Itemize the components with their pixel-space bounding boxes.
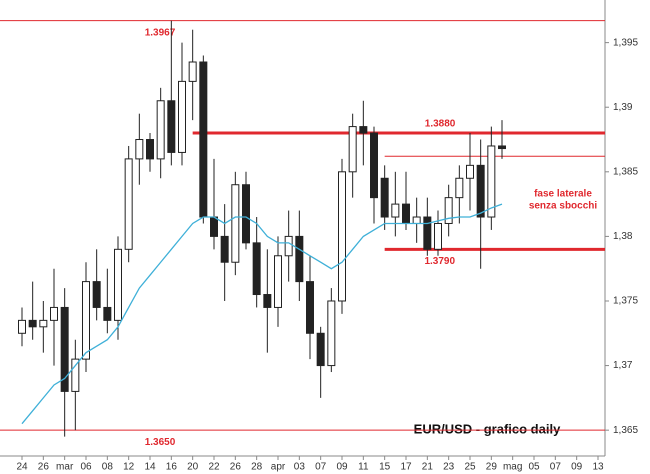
candle-body: [199, 61, 208, 218]
x-tick-label: 09: [336, 462, 348, 473]
y-tick-label: 1,38: [613, 231, 633, 242]
candle-body: [338, 171, 346, 302]
level-label: 1.3650: [145, 437, 176, 448]
candle-body: [359, 126, 368, 134]
candle-body: [92, 281, 101, 308]
y-tick-label: 1,365: [613, 425, 638, 436]
x-tick-label: 28: [251, 462, 263, 473]
candle-body: [498, 145, 506, 150]
candle-body: [28, 319, 37, 328]
candle-body: [402, 203, 410, 224]
x-tick-label: 13: [592, 462, 604, 473]
candle-body: [348, 126, 357, 173]
x-tick-label: 09: [571, 462, 583, 473]
x-tick-label: 20: [187, 462, 199, 473]
x-tick-label: 12: [123, 462, 135, 473]
candle-body: [284, 235, 293, 257]
x-tick-label: 06: [80, 462, 92, 473]
y-tick-label: 1,37: [613, 360, 633, 371]
candle-body: [252, 242, 261, 296]
candle-body: [380, 177, 389, 218]
x-tick-label: 24: [16, 462, 28, 473]
candle-body: [114, 248, 122, 321]
candle-body: [274, 255, 282, 308]
x-tick-label: mar: [56, 462, 74, 473]
annotation: fase laterale: [534, 189, 592, 200]
x-tick-label: 07: [315, 462, 327, 473]
candle-body: [210, 216, 218, 237]
x-tick-label: 22: [208, 462, 220, 473]
candle-body: [18, 319, 26, 334]
candle-body: [39, 319, 48, 328]
candle-body: [188, 61, 197, 82]
x-tick-label: 23: [443, 462, 455, 473]
candle-body: [231, 184, 240, 263]
candle-body: [391, 203, 400, 218]
candle-body: [487, 145, 496, 218]
candle-body: [444, 197, 453, 224]
y-tick-label: 1,395: [613, 37, 638, 48]
candle-body: [60, 306, 69, 392]
candle-body: [476, 164, 485, 218]
candle-body: [306, 281, 314, 334]
x-tick-label: 25: [464, 462, 476, 473]
level-label: 1.3880: [425, 119, 456, 130]
candle-body: [295, 235, 304, 283]
candle-body: [82, 281, 90, 360]
annotation: senza sbocchi: [529, 201, 598, 212]
x-tick-label: 17: [400, 462, 412, 473]
candle-body: [135, 139, 144, 160]
candle-body: [167, 100, 176, 153]
x-tick-label: 16: [166, 462, 178, 473]
level-label: 1.3790: [424, 256, 455, 267]
x-tick-label: 08: [102, 462, 114, 473]
y-tick-label: 1,375: [613, 296, 638, 307]
candle-body: [455, 177, 464, 199]
x-tick-label: 05: [528, 462, 540, 473]
x-tick-label: 21: [422, 462, 434, 473]
candle-body: [242, 184, 250, 244]
candle-body: [103, 306, 112, 321]
x-tick-label: 03: [294, 462, 306, 473]
candle-body: [466, 164, 474, 179]
x-tick-label: 26: [38, 462, 50, 473]
candle-body: [316, 332, 325, 367]
candle-body: [220, 235, 229, 263]
level-label: 1.3967: [145, 27, 176, 38]
y-tick-label: 1,385: [613, 166, 638, 177]
candle-body: [124, 158, 133, 250]
y-tick-label: 1,39: [613, 102, 633, 113]
x-tick-label: 15: [379, 462, 391, 473]
candle-body: [423, 216, 432, 250]
x-tick-label: 11: [358, 462, 369, 473]
candle-body: [370, 132, 378, 199]
x-tick-label: 14: [144, 462, 156, 473]
candle-body: [156, 100, 165, 160]
chart-title: EUR/USD - grafico daily: [414, 421, 561, 436]
x-tick-label: mag: [503, 462, 522, 473]
moving-average: [21, 203, 503, 425]
candle-body: [178, 80, 186, 153]
candle-body: [412, 216, 421, 224]
x-tick-label: 26: [230, 462, 242, 473]
candle-body: [327, 300, 336, 367]
x-tick-label: apr: [271, 462, 286, 473]
candle-body: [434, 222, 442, 250]
x-tick-label: 29: [486, 462, 498, 473]
x-tick-label: 07: [550, 462, 562, 473]
candle-body: [263, 294, 272, 308]
candle-body: [71, 358, 80, 392]
candle-body: [50, 306, 58, 321]
candle-body: [146, 139, 154, 160]
